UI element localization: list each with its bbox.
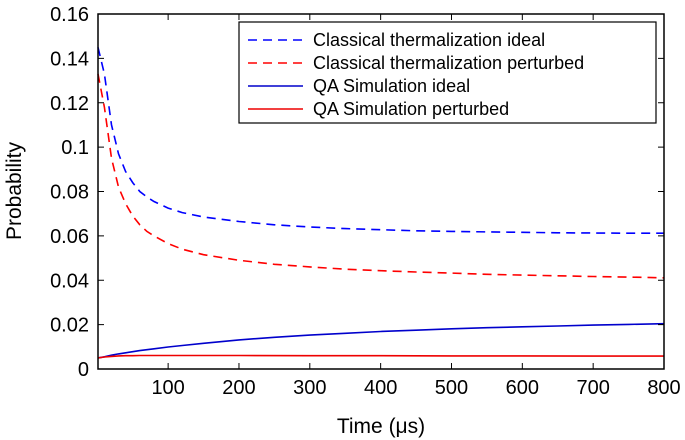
y-tick-label: 0.04 [50, 270, 89, 292]
y-tick-label: 0.14 [50, 48, 89, 70]
x-tick-label: 800 [647, 377, 680, 399]
series-layer [97, 47, 665, 359]
tick-layer: 100 200 300 400 500 600 700 800 0 0.02 0.04 0.06 0.0… [50, 4, 681, 399]
x-tick-label: 700 [576, 377, 609, 399]
y-tick-label: 0.06 [50, 226, 89, 248]
x-tick-label: 600 [506, 377, 539, 399]
legend-label-1: Classical thermalization ideal [313, 30, 545, 50]
x-tick-label: 300 [293, 377, 326, 399]
series-line-3 [97, 322, 665, 359]
y-tick-label: 0.08 [50, 182, 89, 204]
y-tick-label: 0 [78, 359, 89, 381]
x-tick-label: 100 [151, 377, 184, 399]
x-tick-label: 200 [222, 377, 255, 399]
legend-label-3: QA Simulation ideal [313, 76, 470, 96]
x-axis-label: Time (μs) [337, 415, 425, 438]
y-tick-label: 0.12 [50, 93, 89, 115]
y-tick-label: 0.02 [50, 315, 89, 337]
series-line-4 [97, 354, 664, 359]
legend: Classical thermalization ideal Classical … [238, 21, 657, 124]
legend-label-2: Classical thermalization perturbed [313, 53, 584, 73]
x-tick-label: 400 [364, 377, 397, 399]
y-axis-label: Probability [3, 141, 26, 240]
y-tick-label: 0.1 [61, 137, 89, 159]
x-tick-label: 500 [435, 377, 468, 399]
legend-box [238, 21, 657, 124]
y-tick-label: 0.16 [50, 4, 89, 26]
series-line-1 [97, 47, 664, 234]
legend-label-4: QA Simulation perturbed [313, 99, 509, 119]
